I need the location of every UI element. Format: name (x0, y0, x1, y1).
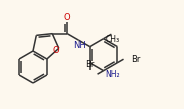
Text: Br: Br (85, 60, 94, 69)
Text: NH: NH (73, 41, 86, 50)
Text: O: O (52, 46, 59, 55)
Text: NH₂: NH₂ (106, 70, 120, 79)
Text: O: O (64, 13, 70, 22)
Text: CH₃: CH₃ (105, 35, 119, 44)
Text: Br: Br (132, 55, 141, 64)
